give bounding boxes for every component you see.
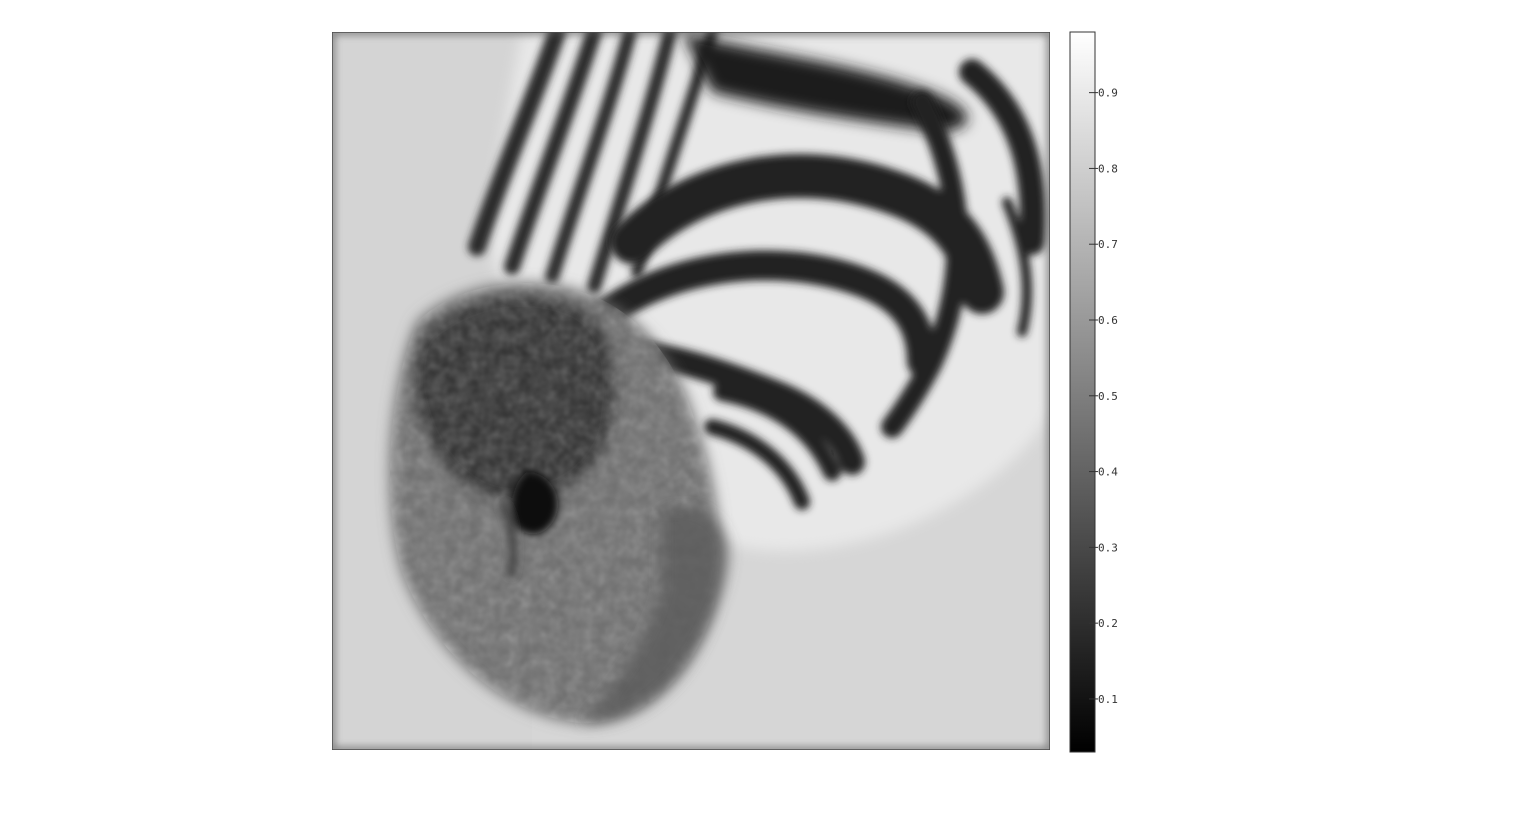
colorbar-tick-label: 0.8 <box>1098 162 1118 175</box>
image-panel <box>332 32 1050 750</box>
colorbar-tick-label: 0.4 <box>1098 466 1118 479</box>
colorbar-tick-label: 0.3 <box>1098 541 1118 554</box>
colorbar-tick-label: 0.9 <box>1098 87 1118 100</box>
colorbar-tick-label: 0.7 <box>1098 238 1118 251</box>
colorbar-tick-label: 0.1 <box>1098 693 1118 706</box>
colorbar-tick-label: 0.2 <box>1098 617 1118 630</box>
colorbar-tick-label: 0.6 <box>1098 314 1118 327</box>
colorbar-gradient <box>1070 32 1095 752</box>
colorbar-tick-label: 0.5 <box>1098 390 1118 403</box>
colorbar: 0.1 0.2 0.3 0.4 0.5 0.6 0.7 0.8 0.9 <box>1060 20 1140 765</box>
